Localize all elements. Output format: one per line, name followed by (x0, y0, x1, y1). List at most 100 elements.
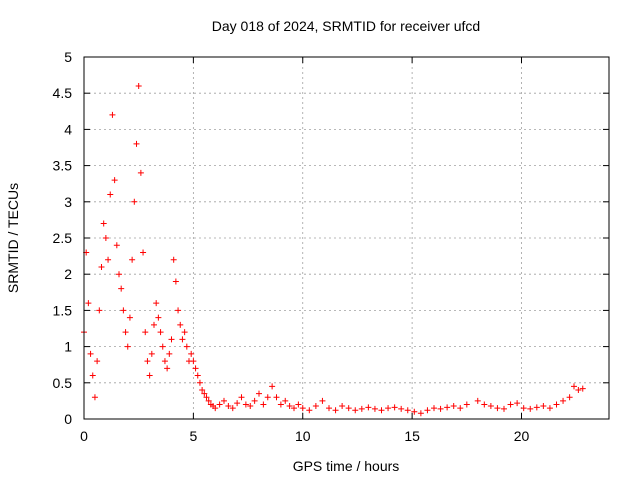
x-axis-label: GPS time / hours (293, 458, 400, 474)
data-point (164, 365, 171, 372)
data-point (168, 336, 175, 343)
data-point (277, 401, 284, 408)
data-point (129, 256, 136, 263)
data-point (188, 350, 195, 357)
data-point (131, 198, 138, 205)
data-point (192, 365, 199, 372)
data-point (151, 321, 157, 328)
data-point (398, 405, 405, 412)
data-point (575, 387, 582, 394)
data-point (170, 256, 177, 263)
data-point (358, 405, 365, 412)
data-point (494, 405, 501, 412)
data-point (540, 402, 547, 409)
data-point (273, 394, 280, 401)
grid-layer (84, 57, 609, 419)
y-tick-label: 1 (64, 339, 72, 355)
data-point (431, 405, 437, 412)
data-point (514, 400, 521, 407)
data-point (404, 407, 411, 414)
marks-layer (81, 82, 586, 417)
y-tick-label: 2 (64, 266, 72, 282)
data-point (260, 401, 267, 408)
data-point (546, 405, 553, 412)
data-point (385, 405, 392, 412)
data-point (326, 405, 332, 412)
data-point (463, 401, 470, 408)
data-point (148, 350, 155, 357)
data-point (501, 405, 507, 412)
data-point (238, 394, 245, 401)
y-tick-label: 5 (64, 49, 72, 65)
data-point (155, 314, 162, 321)
x-tick-label: 20 (514, 428, 530, 444)
data-point (98, 263, 105, 270)
data-point (142, 329, 149, 336)
data-point (87, 350, 94, 357)
data-point (450, 402, 457, 409)
data-point (120, 307, 127, 314)
data-point (179, 336, 186, 343)
data-point (133, 140, 140, 147)
data-point (229, 405, 236, 412)
data-point (291, 405, 297, 412)
data-point (109, 111, 116, 118)
data-point (157, 329, 164, 336)
data-point (118, 285, 125, 292)
data-point (166, 350, 173, 357)
data-point (571, 383, 577, 390)
data-point (137, 169, 144, 176)
data-point (122, 329, 129, 336)
data-point (102, 235, 109, 241)
y-tick-label: 2.5 (53, 230, 73, 246)
y-tick-label: 3.5 (53, 158, 73, 174)
data-point (378, 407, 385, 414)
data-point (391, 404, 398, 411)
data-point (371, 405, 378, 412)
data-point (201, 390, 208, 397)
data-point (312, 402, 319, 409)
data-point (94, 358, 101, 365)
data-point (242, 401, 249, 408)
x-tick-label: 15 (404, 428, 420, 444)
data-point (190, 358, 197, 365)
data-point (221, 397, 227, 404)
data-point (116, 271, 122, 278)
data-point (161, 358, 168, 365)
data-point (212, 405, 219, 412)
data-point (107, 191, 114, 198)
data-point (144, 358, 151, 365)
data-point (352, 407, 359, 414)
y-tick-label: 1.5 (53, 302, 73, 318)
y-axis-label: SRMTID / TECUs (5, 183, 21, 293)
data-point (247, 402, 254, 409)
data-point (411, 408, 418, 415)
y-tick-label: 4.5 (53, 85, 73, 101)
data-point (264, 394, 271, 401)
data-point (527, 405, 534, 412)
data-point (153, 300, 160, 307)
y-tick-label: 4 (64, 121, 72, 137)
data-point (566, 394, 573, 401)
data-point (135, 82, 142, 89)
x-tick-label: 0 (80, 428, 88, 444)
y-tick-label: 3 (64, 194, 72, 210)
y-tick-label: 0 (64, 411, 72, 427)
data-point (126, 314, 133, 321)
data-point (113, 242, 120, 249)
y-tick-label: 0.5 (53, 375, 73, 391)
data-point (444, 404, 451, 411)
data-point (96, 307, 103, 314)
chart-title: Day 018 of 2024, SRMTID for receiver ufc… (212, 18, 480, 34)
data-point (183, 343, 190, 350)
data-point (365, 404, 372, 411)
data-point (205, 397, 212, 404)
data-point (216, 401, 223, 408)
data-point (417, 410, 424, 417)
data-point (196, 379, 203, 386)
data-point (172, 278, 179, 285)
data-point (345, 405, 352, 412)
data-point (269, 383, 276, 390)
data-point (111, 177, 118, 184)
